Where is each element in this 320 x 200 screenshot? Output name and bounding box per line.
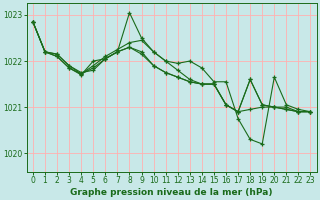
X-axis label: Graphe pression niveau de la mer (hPa): Graphe pression niveau de la mer (hPa) [70, 188, 273, 197]
